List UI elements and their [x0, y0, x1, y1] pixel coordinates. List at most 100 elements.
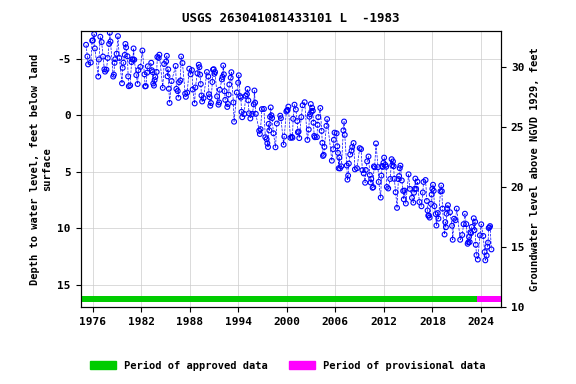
Point: [343, 172, 353, 179]
Point: [335, 166, 344, 172]
Point: [209, 66, 218, 73]
Point: [185, 66, 194, 72]
Point: [436, 188, 445, 194]
Point: [339, 127, 348, 133]
Point: [411, 175, 420, 182]
Point: [195, 64, 204, 70]
Point: [407, 195, 416, 201]
Point: [163, 73, 172, 79]
Point: [264, 121, 273, 127]
Point: [475, 232, 484, 238]
Point: [234, 72, 244, 78]
Point: [158, 85, 168, 91]
Point: [236, 93, 245, 99]
Point: [392, 205, 401, 211]
Point: [425, 215, 434, 221]
Point: [183, 89, 192, 96]
Point: [255, 131, 264, 137]
Point: [287, 134, 297, 140]
Point: [180, 91, 190, 97]
Point: [132, 72, 141, 78]
Point: [451, 217, 460, 223]
Point: [309, 133, 319, 139]
Point: [181, 94, 191, 100]
Point: [214, 102, 223, 108]
Point: [83, 53, 92, 60]
Point: [342, 162, 351, 169]
Point: [198, 98, 207, 104]
Point: [330, 129, 339, 136]
Point: [246, 116, 255, 122]
Point: [102, 66, 111, 73]
Point: [366, 176, 376, 182]
Point: [298, 102, 307, 108]
Point: [322, 123, 331, 129]
Point: [429, 188, 438, 194]
Point: [297, 114, 306, 120]
Point: [382, 184, 392, 190]
Point: [380, 154, 389, 161]
Point: [217, 76, 226, 83]
Point: [328, 146, 338, 152]
Point: [486, 223, 495, 229]
Point: [279, 142, 288, 148]
Point: [359, 170, 369, 177]
Point: [332, 130, 341, 136]
Point: [459, 221, 468, 227]
Point: [241, 93, 250, 99]
Point: [195, 71, 204, 78]
Point: [269, 130, 278, 136]
Point: [323, 116, 332, 122]
Point: [290, 102, 299, 108]
Point: [265, 127, 274, 134]
Point: [165, 100, 174, 106]
Point: [370, 164, 379, 170]
Point: [376, 195, 385, 201]
Point: [395, 165, 404, 171]
Point: [466, 229, 475, 235]
Point: [291, 106, 301, 113]
Point: [484, 225, 493, 231]
Point: [160, 61, 169, 67]
Point: [161, 58, 170, 65]
Point: [353, 165, 362, 171]
Point: [397, 177, 407, 184]
Point: [113, 33, 123, 39]
Point: [152, 69, 161, 75]
Point: [199, 95, 208, 101]
Point: [109, 73, 118, 79]
Point: [151, 74, 160, 80]
Point: [127, 59, 136, 65]
Point: [316, 105, 325, 111]
Point: [202, 69, 211, 75]
Point: [100, 66, 109, 72]
Point: [308, 108, 317, 114]
Point: [129, 45, 138, 51]
Point: [191, 84, 200, 91]
Point: [94, 73, 103, 79]
Point: [140, 71, 149, 78]
Point: [272, 121, 282, 127]
Point: [243, 86, 252, 92]
Point: [193, 70, 202, 76]
Point: [276, 113, 285, 119]
Point: [476, 221, 486, 227]
Point: [284, 104, 293, 110]
Point: [482, 252, 491, 258]
Point: [88, 37, 97, 43]
Point: [204, 91, 214, 97]
Point: [422, 198, 431, 204]
Point: [441, 219, 450, 225]
Point: [390, 176, 399, 182]
Point: [221, 97, 230, 103]
Point: [434, 215, 443, 222]
Point: [98, 53, 108, 60]
Point: [355, 145, 364, 151]
Point: [404, 171, 413, 177]
Point: [294, 129, 303, 135]
Point: [346, 151, 355, 157]
Point: [123, 53, 132, 60]
Point: [449, 216, 458, 222]
Point: [479, 233, 488, 239]
Point: [369, 184, 378, 190]
